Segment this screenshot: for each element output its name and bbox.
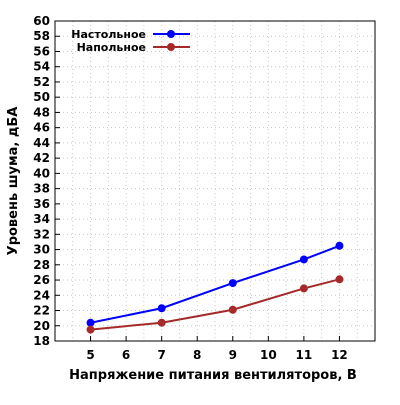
x-tick-label: 9 <box>229 348 237 362</box>
y-tick-label: 32 <box>33 227 50 241</box>
x-tick-label: 8 <box>193 348 201 362</box>
x-tick-label: 12 <box>331 348 348 362</box>
y-axis-title: Уровень шума, дБА <box>6 107 21 256</box>
x-tick-label: 11 <box>296 348 313 362</box>
legend-swatch-marker <box>167 43 175 51</box>
data-point <box>86 325 95 334</box>
y-tick-label: 20 <box>33 319 50 333</box>
y-tick-label: 36 <box>33 197 50 211</box>
y-tick-label: 56 <box>33 44 50 58</box>
x-tick-label: 5 <box>86 348 94 362</box>
data-point <box>157 318 166 327</box>
axis-ticks: 5 6 7 8 9 10 11 1218202224262830323436384042444… <box>33 14 347 362</box>
plot-frame <box>54 20 376 342</box>
legend-swatch-marker <box>167 30 175 38</box>
data-point <box>157 304 166 313</box>
legend-label: Напольное <box>77 41 146 54</box>
y-tick-label: 28 <box>33 258 50 272</box>
y-tick-label: 26 <box>33 273 50 287</box>
data-point <box>228 305 237 314</box>
grid <box>55 21 375 341</box>
y-tick-label: 50 <box>33 90 50 104</box>
y-tick-label: 58 <box>33 29 50 43</box>
data-point <box>299 284 308 293</box>
x-tick-label: 6 <box>122 348 130 362</box>
y-tick-label: 18 <box>33 334 50 348</box>
y-tick-label: 42 <box>33 151 50 165</box>
y-tick-label: 46 <box>33 121 50 135</box>
data-point <box>335 241 344 250</box>
data-point <box>299 255 308 264</box>
legend-label: Настольное <box>71 28 146 41</box>
y-tick-label: 52 <box>33 75 50 89</box>
data-point <box>228 279 237 288</box>
data-point <box>335 275 344 284</box>
y-tick-label: 38 <box>33 182 50 196</box>
y-tick-label: 40 <box>33 166 50 180</box>
y-tick-label: 22 <box>33 304 50 318</box>
y-tick-label: 44 <box>33 136 50 150</box>
y-tick-label: 60 <box>33 14 50 28</box>
y-tick-label: 30 <box>33 243 50 257</box>
y-tick-label: 48 <box>33 105 50 119</box>
x-tick-label: 10 <box>260 348 277 362</box>
x-tick-label: 7 <box>157 348 165 362</box>
data-point <box>86 318 95 327</box>
x-axis-title: Напряжение питания вентиляторов, В <box>69 368 357 383</box>
y-tick-label: 24 <box>33 288 50 302</box>
series <box>86 241 344 334</box>
y-tick-label: 34 <box>33 212 50 226</box>
y-tick-label: 54 <box>33 60 50 74</box>
